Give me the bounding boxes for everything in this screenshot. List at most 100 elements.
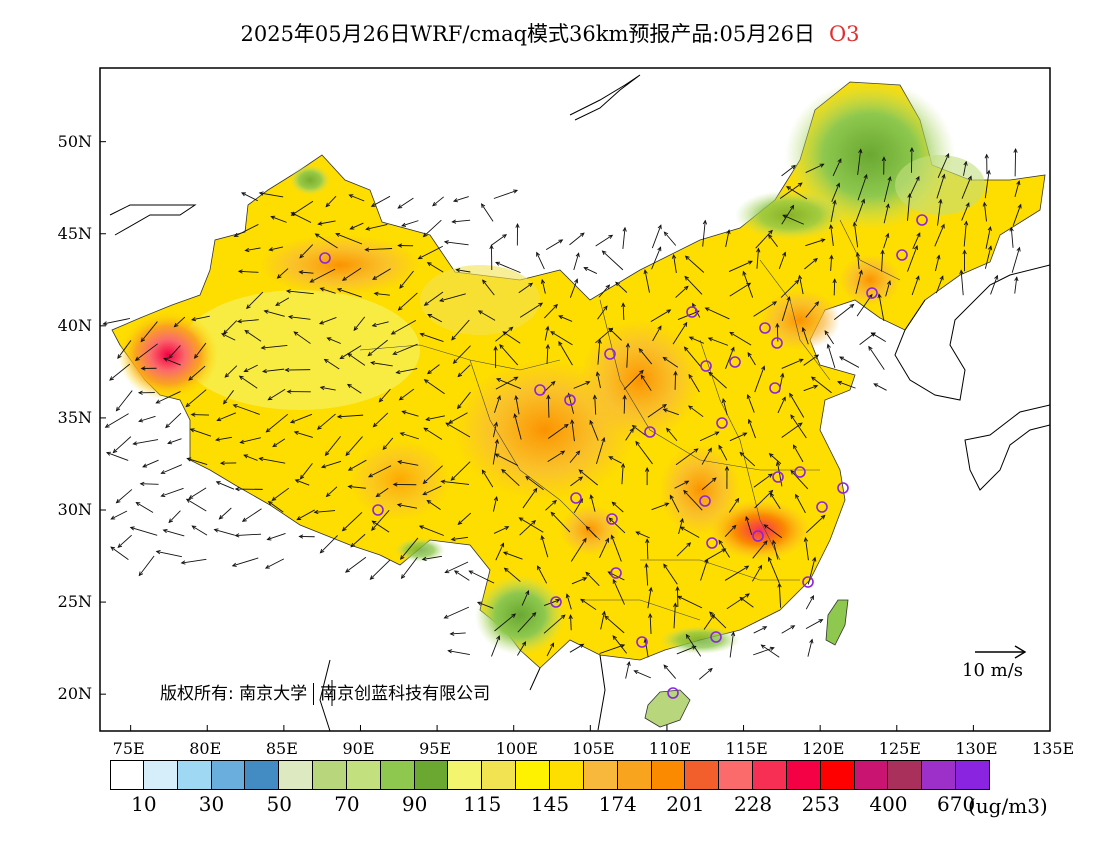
colorbar-swatch xyxy=(820,760,855,790)
wind-arrow-head xyxy=(276,274,282,279)
wind-arrow-head xyxy=(432,201,437,207)
colorbar-swatch xyxy=(313,760,347,790)
lat-tick-40N: 40N xyxy=(57,315,92,335)
wind-arrow-head xyxy=(657,325,662,331)
wind-arrow xyxy=(234,224,259,237)
wind-arrow xyxy=(678,518,684,535)
wind-arrow xyxy=(494,395,501,413)
wind-arrow-head xyxy=(117,543,123,549)
wind-arrow-head xyxy=(185,402,191,408)
wind-arrow xyxy=(168,510,181,523)
wind-arrow-head xyxy=(746,394,751,399)
wind-arrow-head xyxy=(325,202,331,208)
wind-arrow-head xyxy=(444,569,450,574)
wind-arrow-head xyxy=(984,153,989,159)
wind-arrow-head xyxy=(820,514,826,520)
wind-reference-arrow xyxy=(975,645,1027,659)
wind-arrow-head xyxy=(392,482,398,487)
wind-arrow xyxy=(400,537,419,560)
wind-arrow-head xyxy=(365,226,371,231)
wind-arrow-head xyxy=(494,438,499,444)
wind-arrow-head xyxy=(683,489,688,495)
wind-arrow-head xyxy=(456,404,462,410)
wind-arrow xyxy=(781,296,790,322)
wind-arrow xyxy=(325,195,337,207)
colorbar-swatch xyxy=(583,760,618,790)
wind-arrow xyxy=(135,343,158,361)
wind-arrow xyxy=(241,192,258,202)
wind-arrow xyxy=(544,304,558,319)
wind-arrow xyxy=(319,317,337,325)
wind-arrow-head xyxy=(309,278,315,283)
wind-arrow-head xyxy=(839,356,844,361)
wind-arrow xyxy=(277,268,289,279)
wind-arrow xyxy=(722,398,728,416)
wind-arrow xyxy=(299,244,314,259)
wind-arrow-head xyxy=(611,501,617,507)
wind-arrow xyxy=(223,390,234,405)
wind-arrow-head xyxy=(663,231,669,237)
wind-arrow xyxy=(608,327,622,341)
wind-arrow-head xyxy=(745,593,750,598)
wind-arrow xyxy=(571,577,587,585)
wind-arrow xyxy=(541,279,546,294)
colorbar-unit: (ug/m3) xyxy=(968,794,1048,818)
wind-arrow-head xyxy=(480,203,486,208)
wind-arrow xyxy=(857,174,868,201)
wind-arrow-head xyxy=(538,302,544,307)
wind-arrow xyxy=(454,570,470,581)
wind-arrow xyxy=(570,538,587,562)
wind-arrow-head xyxy=(775,322,780,328)
wind-arrow xyxy=(790,414,807,439)
colorbar-label: 10 xyxy=(131,792,157,816)
wind-arrow-head xyxy=(684,255,690,261)
wind-arrow-head xyxy=(578,476,584,481)
wind-arrow xyxy=(704,548,726,562)
wind-arrow xyxy=(194,342,207,359)
wind-arrow-head xyxy=(238,375,244,380)
wind-arrow-head xyxy=(739,596,745,602)
wind-arrow-head xyxy=(215,437,221,442)
wind-arrow-head xyxy=(612,578,617,584)
wind-arrow-head xyxy=(708,667,713,673)
wind-arrow-head xyxy=(320,464,326,469)
wind-arrow xyxy=(739,597,754,608)
colorbar-swatch xyxy=(617,760,652,790)
wind-arrow xyxy=(496,378,522,390)
wind-arrow xyxy=(718,540,730,558)
wind-arrow-head xyxy=(258,456,264,462)
wind-arrow-head xyxy=(885,203,890,209)
colorbar-swatch xyxy=(177,760,212,790)
wind-arrow-head xyxy=(400,574,406,580)
wind-arrow xyxy=(652,325,662,342)
wind-arrow xyxy=(1012,204,1022,227)
wind-arrow-head xyxy=(243,368,249,373)
wind-arrow xyxy=(622,227,626,249)
wind-arrow xyxy=(909,176,920,197)
colorbar-swatch xyxy=(245,760,280,790)
wind-arrow-head xyxy=(873,383,879,388)
wind-arrow xyxy=(271,216,287,223)
wind-arrow-head xyxy=(191,525,197,530)
wind-arrow xyxy=(807,557,816,585)
wind-arrow-head xyxy=(241,192,246,197)
wind-arrow-head xyxy=(453,570,459,575)
wind-arrow xyxy=(259,457,286,464)
wind-arrow-head xyxy=(858,148,863,154)
wind-arrow-head xyxy=(236,319,242,324)
wind-arrow-head xyxy=(451,219,457,224)
wind-arrow xyxy=(701,448,712,465)
wind-arrow-head xyxy=(135,501,141,507)
city-markers xyxy=(319,214,928,699)
wind-arrow xyxy=(644,270,650,293)
wind-arrow xyxy=(726,593,750,610)
wind-arrow-head xyxy=(496,378,502,383)
city-marker xyxy=(534,384,546,396)
wind-arrow-head xyxy=(298,270,304,275)
wind-arrow-head xyxy=(560,450,566,455)
wind-arrow xyxy=(569,279,578,298)
indochina-outline xyxy=(319,654,606,731)
wind-arrow-head xyxy=(608,234,614,239)
wind-arrow xyxy=(374,292,390,296)
